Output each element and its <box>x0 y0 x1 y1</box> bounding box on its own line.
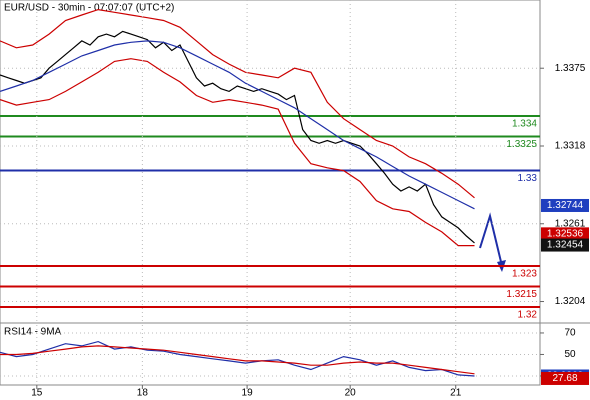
level-label: 1.3325 <box>506 139 537 150</box>
chart-title: EUR/USD - 30min - 07:07:07 (UTC+2) <box>4 3 174 14</box>
y-tick-label: 1.3204 <box>555 296 586 307</box>
price-tag <box>541 198 589 212</box>
price-tag <box>541 371 589 385</box>
x-tick-label: 15 <box>31 388 43 399</box>
price-tag-label: 1.32744 <box>547 200 584 211</box>
series-line <box>0 345 475 375</box>
series-line <box>0 58 475 247</box>
price-tag-label: 1.32536 <box>547 228 584 239</box>
level-label: 1.323 <box>512 269 537 280</box>
x-tick-label: 20 <box>345 388 357 399</box>
price-tag <box>541 238 589 252</box>
y-tick-label: 1.3318 <box>555 141 586 152</box>
level-label: 1.32 <box>518 310 538 321</box>
series-line <box>0 30 475 244</box>
price-tag-label: 27.68 <box>552 373 577 384</box>
series-line <box>0 340 475 377</box>
x-tick-label: 21 <box>450 388 462 399</box>
y-tick-label: 1.3261 <box>555 218 586 229</box>
level-label: 1.334 <box>512 119 537 130</box>
rsi-title: RSI14 - 9MA <box>4 327 62 338</box>
series-line <box>0 8 475 199</box>
y-tick-label: 50 <box>564 349 576 360</box>
level-label: 1.3215 <box>506 289 537 300</box>
plot-frame <box>0 0 541 386</box>
x-tick-label: 18 <box>137 388 149 399</box>
price-tag <box>541 227 589 241</box>
forecast-arrow <box>479 212 503 267</box>
x-tick-label: 19 <box>242 388 254 399</box>
series-line <box>0 40 475 210</box>
y-tick-label: 70 <box>564 328 576 339</box>
level-label: 1.33 <box>518 173 538 184</box>
price-tag-label: 1.32454 <box>547 240 584 251</box>
y-tick-label: 1.3375 <box>555 63 586 74</box>
